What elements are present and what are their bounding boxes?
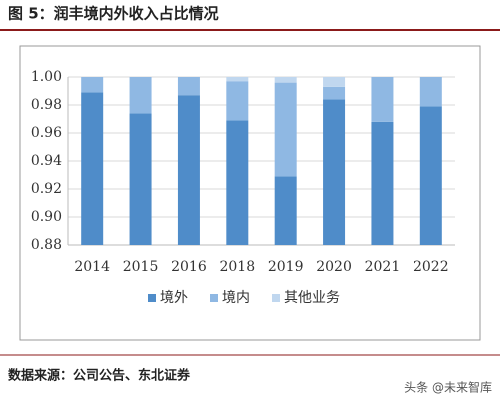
x-tick-label: 2016	[171, 259, 207, 275]
bar-segment	[371, 77, 394, 122]
y-tick-label: 0.88	[31, 237, 62, 253]
x-tick-label: 2019	[268, 259, 304, 275]
bar-segment	[129, 113, 152, 246]
source: 数据来源：公司公告、东北证券	[8, 368, 191, 384]
watermark: 头条 @未来智库	[404, 380, 492, 395]
legend-label: 其他业务	[284, 290, 340, 306]
bar-segment	[226, 77, 249, 82]
bar-segment	[323, 99, 346, 246]
bar-segment	[81, 77, 104, 93]
legend-swatch	[210, 294, 218, 302]
y-tick-label: 0.94	[31, 153, 62, 169]
y-tick-label: 0.90	[31, 209, 62, 225]
x-tick-label: 2018	[219, 259, 255, 275]
x-tick-label: 2022	[413, 259, 449, 275]
bar-segment	[323, 86, 346, 100]
chart-title: 图 5：润丰境内外收入占比情况	[8, 5, 219, 23]
legend-swatch	[272, 294, 280, 302]
bar-segment	[274, 82, 297, 177]
bar-segment	[177, 95, 200, 245]
bar-segment	[323, 77, 346, 87]
legend-label: 境外	[160, 290, 188, 306]
y-tick-label: 1.00	[31, 69, 62, 85]
chart-frame	[19, 45, 481, 341]
legend-swatch	[148, 294, 156, 302]
legend-label: 境内	[222, 290, 250, 306]
bar-segment	[419, 77, 442, 107]
y-tick-label: 0.98	[31, 97, 62, 113]
bar-segment	[274, 176, 297, 245]
bar-segment	[129, 77, 152, 114]
bar-segment	[226, 120, 249, 245]
x-tick-label: 2014	[74, 259, 110, 275]
bar-segment	[226, 81, 249, 121]
bar-segment	[419, 106, 442, 246]
bar-segment	[177, 77, 200, 96]
bar-segment	[81, 92, 104, 246]
x-tick-label: 2021	[365, 259, 401, 275]
x-tick-label: 2020	[316, 259, 352, 275]
y-tick-label: 0.96	[31, 125, 62, 141]
bar-segment	[274, 77, 297, 83]
y-tick-label: 0.92	[31, 181, 62, 197]
bar-segment	[371, 121, 394, 245]
x-tick-label: 2015	[123, 259, 159, 275]
